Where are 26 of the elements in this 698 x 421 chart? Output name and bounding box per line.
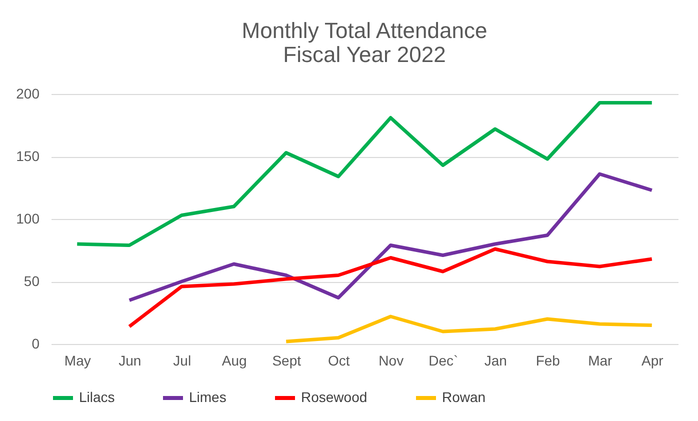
chart-title: Monthly Total Attendance Fiscal Year 2022 (242, 18, 488, 67)
x-tick-label: May (64, 352, 91, 368)
x-tick-label: Jun (118, 352, 142, 368)
legend-label: Rowan (442, 389, 486, 405)
line-series (128, 247, 654, 328)
y-tick-label: 100 (16, 210, 40, 226)
y-tick-label: 200 (16, 86, 40, 102)
x-tick-label: Dec` (428, 352, 458, 368)
x-tick-label: Sept (272, 352, 302, 368)
line-series (128, 172, 654, 302)
x-tick-label: Apr (641, 352, 664, 368)
line-series (75, 101, 654, 247)
y-tick-label: 50 (24, 273, 40, 289)
legend-label: Rosewood (301, 389, 368, 405)
y-tick-label: 0 (32, 336, 40, 352)
x-tick-label: Aug (222, 352, 247, 368)
x-tick-label: Feb (536, 352, 560, 368)
x-tick-label: Oct (328, 352, 350, 368)
x-tick-label: Jan (484, 352, 507, 368)
x-tick-label: Nov (378, 352, 404, 368)
legend-label: Lilacs (79, 389, 115, 405)
x-tick-label: Jul (173, 352, 192, 368)
line-series (284, 314, 654, 344)
legend-label: Limes (189, 389, 226, 405)
y-tick-label: 150 (16, 148, 40, 164)
x-tick-label: Mar (588, 352, 613, 368)
